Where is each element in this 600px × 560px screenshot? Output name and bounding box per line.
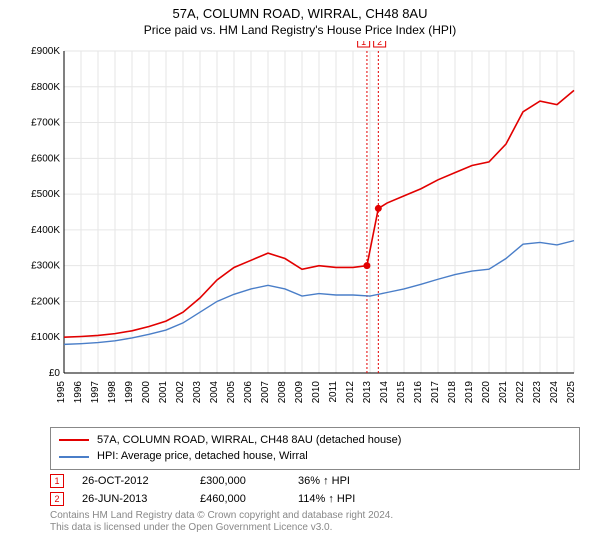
- event-date: 26-JUN-2013: [82, 493, 182, 505]
- event-hpi: 36% ↑ HPI: [298, 475, 388, 487]
- svg-text:2005: 2005: [226, 380, 237, 403]
- svg-text:£600K: £600K: [31, 153, 60, 164]
- svg-text:2015: 2015: [396, 380, 407, 403]
- svg-text:£700K: £700K: [31, 117, 60, 128]
- event-number-box: 2: [50, 492, 64, 506]
- svg-text:2017: 2017: [430, 380, 441, 403]
- svg-text:2003: 2003: [192, 380, 203, 403]
- event-row: 2 26-JUN-2013 £460,000 114% ↑ HPI: [50, 492, 580, 506]
- svg-text:£800K: £800K: [31, 82, 60, 93]
- event-row: 1 26-OCT-2012 £300,000 36% ↑ HPI: [50, 474, 580, 488]
- event-date: 26-OCT-2012: [82, 475, 182, 487]
- svg-text:1998: 1998: [107, 380, 118, 403]
- svg-text:2016: 2016: [413, 380, 424, 403]
- svg-text:2022: 2022: [515, 380, 526, 403]
- svg-text:2002: 2002: [175, 380, 186, 403]
- svg-text:2018: 2018: [447, 380, 458, 403]
- svg-text:£300K: £300K: [31, 261, 60, 272]
- svg-text:2023: 2023: [532, 380, 543, 403]
- event-price: £460,000: [200, 493, 280, 505]
- legend-swatch: [59, 456, 89, 458]
- svg-text:2006: 2006: [243, 380, 254, 403]
- svg-text:2014: 2014: [379, 380, 390, 403]
- svg-text:2020: 2020: [481, 380, 492, 403]
- svg-text:2011: 2011: [328, 380, 339, 402]
- footnote: Contains HM Land Registry data © Crown c…: [50, 510, 580, 534]
- event-list: 1 26-OCT-2012 £300,000 36% ↑ HPI 2 26-JUN-201…: [50, 474, 580, 506]
- svg-text:2019: 2019: [464, 380, 475, 403]
- svg-text:1: 1: [361, 41, 366, 47]
- event-hpi: 114% ↑ HPI: [298, 493, 388, 505]
- svg-text:2004: 2004: [209, 380, 220, 403]
- svg-text:£900K: £900K: [31, 46, 60, 57]
- svg-text:£100K: £100K: [31, 332, 60, 343]
- svg-text:£500K: £500K: [31, 189, 60, 200]
- svg-text:£200K: £200K: [31, 296, 60, 307]
- svg-text:2: 2: [377, 41, 382, 47]
- svg-text:1997: 1997: [90, 380, 101, 403]
- svg-text:2000: 2000: [141, 380, 152, 403]
- footnote-line1: Contains HM Land Registry data © Crown c…: [50, 510, 393, 521]
- svg-text:1996: 1996: [73, 380, 84, 403]
- svg-text:2021: 2021: [498, 380, 509, 403]
- svg-text:£400K: £400K: [31, 225, 60, 236]
- svg-text:2007: 2007: [260, 380, 271, 403]
- svg-text:1999: 1999: [124, 380, 135, 403]
- chart-subtitle: Price paid vs. HM Land Registry's House …: [0, 23, 600, 41]
- footnote-line2: This data is licensed under the Open Gov…: [50, 522, 332, 533]
- legend: 57A, COLUMN ROAD, WIRRAL, CH48 8AU (deta…: [50, 427, 580, 470]
- legend-item: HPI: Average price, detached house, Wirr…: [59, 448, 571, 465]
- event-number-box: 1: [50, 474, 64, 488]
- svg-text:2024: 2024: [549, 380, 560, 403]
- event-price: £300,000: [200, 475, 280, 487]
- chart-title: 57A, COLUMN ROAD, WIRRAL, CH48 8AU: [0, 0, 600, 23]
- svg-text:2025: 2025: [566, 380, 577, 403]
- chart-svg: £0 £100K £200K £300K £400K £500K £600K £700K £80…: [20, 41, 580, 421]
- legend-item: 57A, COLUMN ROAD, WIRRAL, CH48 8AU (deta…: [59, 432, 571, 449]
- svg-text:£0: £0: [49, 368, 61, 379]
- svg-text:2009: 2009: [294, 380, 305, 403]
- chart-area: £0 £100K £200K £300K £400K £500K £600K £700K £80…: [20, 41, 580, 421]
- svg-text:2013: 2013: [362, 380, 373, 403]
- svg-text:2012: 2012: [345, 380, 356, 403]
- svg-text:2001: 2001: [158, 380, 169, 403]
- svg-text:1995: 1995: [56, 380, 67, 403]
- legend-label: 57A, COLUMN ROAD, WIRRAL, CH48 8AU (deta…: [97, 432, 401, 449]
- svg-text:2010: 2010: [311, 380, 322, 403]
- svg-text:2008: 2008: [277, 380, 288, 403]
- legend-swatch: [59, 439, 89, 441]
- legend-label: HPI: Average price, detached house, Wirr…: [97, 448, 308, 465]
